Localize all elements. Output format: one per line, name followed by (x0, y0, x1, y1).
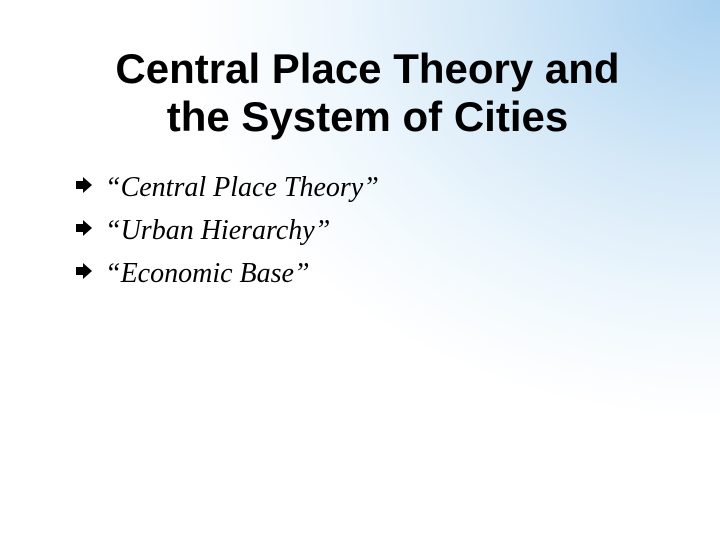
slide-title: Central Place Theory and the System of C… (75, 45, 660, 142)
list-item: “Economic Base” (75, 256, 660, 291)
arrow-right-icon (75, 262, 93, 285)
list-item: “Central Place Theory” (75, 170, 660, 205)
bullet-text: “Economic Base” (105, 256, 310, 291)
arrow-right-icon (75, 176, 93, 199)
slide-container: Central Place Theory and the System of C… (0, 0, 720, 540)
list-item: “Urban Hierarchy” (75, 213, 660, 248)
bullet-list: “Central Place Theory” “Urban Hierarchy”… (75, 170, 660, 291)
bullet-text: “Urban Hierarchy” (105, 213, 330, 248)
bullet-text: “Central Place Theory” (105, 170, 379, 205)
arrow-right-icon (75, 219, 93, 242)
